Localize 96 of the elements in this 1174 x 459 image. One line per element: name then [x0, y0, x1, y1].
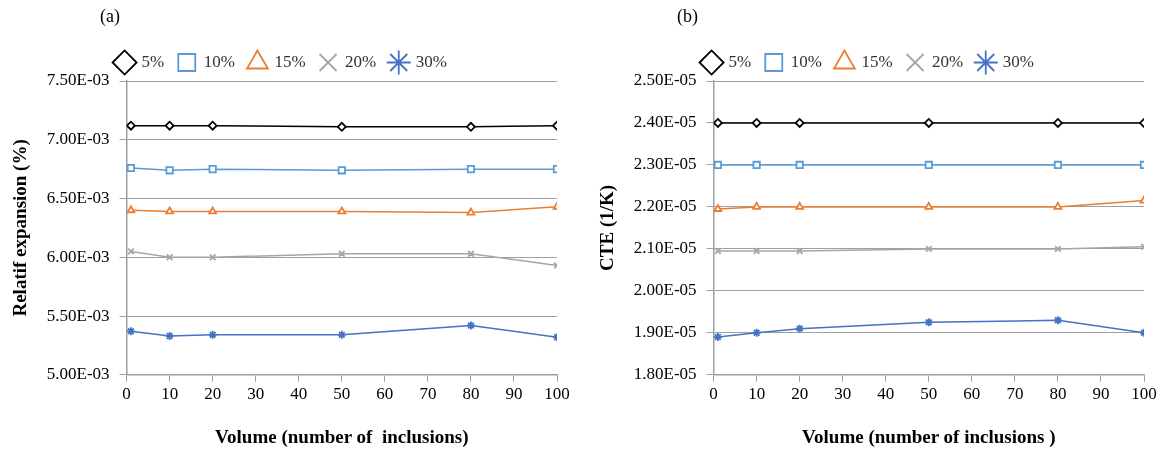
legend-label: 30% — [1002, 51, 1034, 71]
point — [208, 206, 218, 215]
x-tick-label: 20 — [791, 384, 809, 404]
legend-label: 15% — [274, 51, 306, 71]
point — [126, 120, 136, 131]
point — [466, 207, 476, 216]
x-tick-label: 30 — [247, 384, 265, 404]
point — [165, 166, 174, 175]
point — [164, 120, 175, 131]
point — [208, 253, 217, 262]
x-tick-label: 100 — [1131, 384, 1157, 404]
y-tick-label: 2.30E-05 — [633, 154, 697, 174]
x-tick-label: 100 — [544, 384, 570, 404]
legend-label: 20% — [345, 51, 377, 71]
point — [795, 160, 804, 170]
x-tick-label: 70 — [419, 384, 437, 404]
point — [338, 250, 346, 258]
point — [794, 323, 805, 334]
x-tick-label: 20 — [204, 384, 222, 404]
legend-label: 10% — [203, 51, 235, 71]
point — [466, 320, 476, 331]
x-axis-title: Volume (number of inclusions ) — [802, 425, 1056, 448]
point — [752, 160, 761, 170]
x-tick-label: 90 — [1092, 384, 1110, 404]
point — [164, 331, 175, 341]
x-tick-label: 60 — [376, 384, 394, 404]
point — [751, 327, 762, 338]
point — [751, 118, 762, 128]
point — [924, 160, 933, 170]
point — [713, 332, 723, 342]
point — [1053, 202, 1063, 210]
legend-label: 15% — [861, 51, 893, 71]
point — [165, 253, 174, 262]
x-tick-label: 90 — [505, 384, 523, 404]
y-tick-label: 6.50E-03 — [46, 187, 110, 207]
y-tick-label: 1.90E-05 — [633, 322, 697, 342]
x-tick-label: 0 — [709, 384, 718, 404]
point — [466, 165, 475, 174]
y-tick-label: 2.50E-05 — [633, 70, 697, 90]
chart-title: (b) — [677, 6, 698, 27]
y-axis-title: CTE (1/K) — [596, 184, 619, 271]
point — [207, 120, 218, 131]
x-tick-label: 80 — [1049, 384, 1067, 404]
point — [923, 118, 934, 128]
point — [207, 329, 218, 340]
legend-label: 5% — [141, 51, 165, 71]
point — [923, 317, 934, 328]
point — [794, 118, 805, 128]
point — [126, 163, 135, 173]
x-tick-label: 40 — [290, 384, 308, 404]
point — [713, 160, 722, 170]
legend-label: 20% — [932, 51, 964, 71]
x-tick-label: 30 — [834, 384, 852, 404]
chart-title: (a) — [100, 6, 120, 27]
y-tick-label: 5.50E-03 — [46, 305, 110, 325]
x-tick-label: 0 — [122, 384, 131, 404]
legend-label: 5% — [728, 51, 752, 71]
x-tick-label: 80 — [462, 384, 480, 404]
y-tick-label: 7.50E-03 — [46, 70, 110, 90]
point — [752, 202, 761, 210]
point — [714, 247, 722, 255]
x-axis-title: Volume (number of inclusions) — [215, 425, 469, 448]
point — [337, 166, 346, 175]
point — [713, 118, 723, 128]
point — [713, 204, 723, 212]
y-tick-label: 2.00E-05 — [633, 280, 697, 300]
y-tick-label: 7.00E-03 — [46, 129, 110, 149]
point — [336, 329, 347, 340]
x-tick-label: 40 — [877, 384, 895, 404]
point — [795, 202, 805, 210]
y-axis-title: Relatif expansion (%) — [9, 139, 32, 317]
y-tick-label: 1.80E-05 — [633, 364, 697, 384]
point — [466, 121, 476, 132]
legend-label: 30% — [415, 51, 447, 71]
point — [336, 121, 347, 132]
x-tick-label: 10 — [161, 384, 179, 404]
point — [337, 206, 347, 215]
point — [1053, 160, 1062, 170]
x-tick-label: 70 — [1006, 384, 1024, 404]
x-tick-label: 50 — [920, 384, 938, 404]
legend-label: 10% — [790, 51, 822, 71]
y-tick-label: 2.20E-05 — [633, 196, 697, 216]
point — [165, 206, 174, 215]
point — [924, 202, 934, 210]
y-tick-label: 6.00E-03 — [46, 246, 110, 266]
x-tick-label: 50 — [333, 384, 351, 404]
point — [1053, 315, 1063, 326]
x-tick-label: 60 — [963, 384, 981, 404]
point — [1054, 245, 1062, 253]
y-tick-label: 2.40E-05 — [633, 112, 697, 132]
y-tick-label: 2.10E-05 — [633, 238, 697, 258]
y-tick-label: 5.00E-03 — [46, 364, 110, 384]
point — [208, 165, 217, 174]
point — [126, 326, 136, 337]
x-tick-label: 10 — [748, 384, 766, 404]
point — [1053, 118, 1063, 128]
